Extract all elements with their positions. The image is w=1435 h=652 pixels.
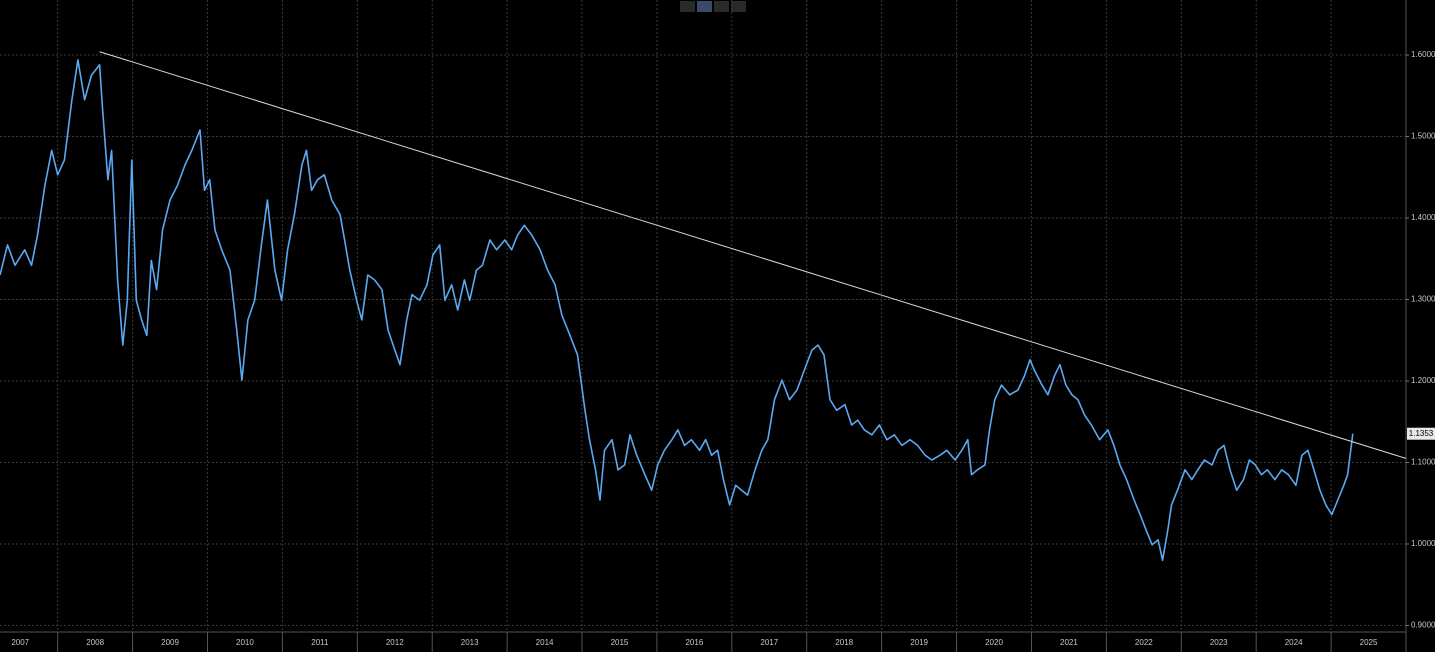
x-tick-label: 2017	[760, 638, 778, 647]
x-tick-label: 2022	[1135, 638, 1153, 647]
tool-draw[interactable]	[697, 1, 712, 12]
y-tick-label: 1.1000	[1411, 458, 1435, 467]
y-tick-label: 1.5000	[1411, 132, 1435, 141]
x-tick-label: 2024	[1285, 638, 1303, 647]
x-tick-label: 2012	[386, 638, 404, 647]
x-tick-label: 2009	[161, 638, 179, 647]
tool-bars[interactable]	[714, 1, 729, 12]
last-value-label: 1.1353	[1409, 429, 1434, 438]
tool-zoom[interactable]	[731, 1, 746, 12]
price-line	[0, 59, 1354, 562]
x-tick-label: 2007	[11, 638, 29, 647]
y-tick-label: 1.6000	[1411, 50, 1435, 59]
x-tick-label: 2010	[236, 638, 254, 647]
x-tick-label: 2025	[1360, 638, 1378, 647]
y-tick-label: 1.2000	[1411, 376, 1435, 385]
x-tick-label: 2023	[1210, 638, 1228, 647]
x-tick-label: 2013	[461, 638, 479, 647]
x-tick-label: 2008	[86, 638, 104, 647]
x-tick-label: 2015	[611, 638, 629, 647]
x-tick-label: 2019	[910, 638, 928, 647]
y-tick-label: 1.0000	[1411, 539, 1435, 548]
last-value-box	[1407, 427, 1435, 440]
y-tick-label: 1.4000	[1411, 213, 1435, 222]
x-tick-label: 2011	[311, 638, 329, 647]
x-tick-label: 2018	[835, 638, 853, 647]
x-tick-label: 2021	[1060, 638, 1078, 647]
y-tick-label: 0.9000	[1411, 621, 1435, 630]
tool-crosshair[interactable]	[680, 1, 695, 12]
toolbar	[680, 1, 746, 12]
y-tick-label: 1.3000	[1411, 295, 1435, 304]
x-tick-label: 2016	[685, 638, 703, 647]
trendline	[99, 51, 1407, 459]
x-tick-label: 2020	[985, 638, 1003, 647]
x-tick-label: 2014	[536, 638, 554, 647]
